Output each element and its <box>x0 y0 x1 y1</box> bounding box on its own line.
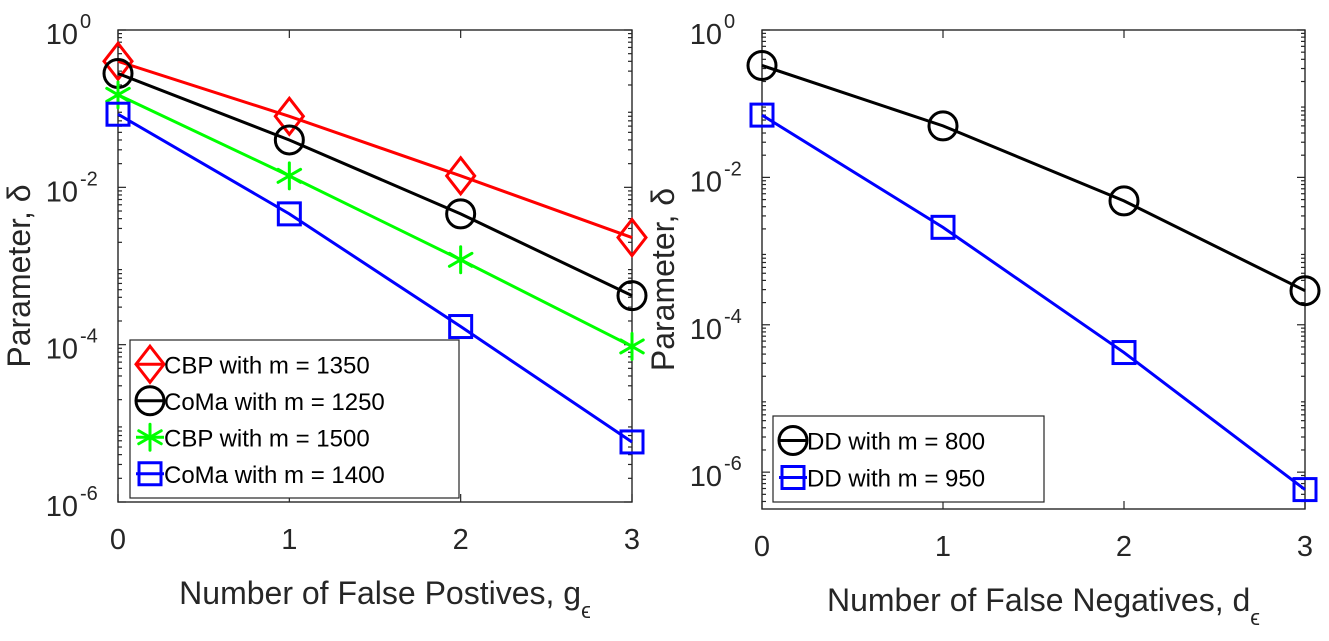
series-line <box>117 93 633 348</box>
legend-marker <box>777 425 809 456</box>
series-4 <box>105 101 645 455</box>
series-2 <box>749 102 1318 503</box>
y-tick-base: 10 <box>46 334 78 366</box>
y-tick-label: 10 <box>690 314 722 346</box>
y-tick-label: 10 <box>46 176 78 208</box>
legend-marker <box>780 465 806 490</box>
series-2 <box>102 57 648 312</box>
y-tick-exponent: -2 <box>724 158 742 180</box>
data-point <box>276 161 303 191</box>
y-tick-label: 10 <box>690 461 722 493</box>
legend-marker <box>134 385 166 417</box>
y-tick-exponent: -4 <box>80 326 98 348</box>
legend-label: CBP with m = 1350 <box>164 352 370 379</box>
series-3 <box>105 80 645 361</box>
y-tick-base: 10 <box>690 461 722 493</box>
y-tick-base: 10 <box>690 314 722 346</box>
x-tick-label: 2 <box>1116 531 1132 563</box>
data-point <box>616 280 648 312</box>
series-line <box>761 64 1306 293</box>
y-tick-exponent: 0 <box>724 11 735 33</box>
y-tick-base: 10 <box>690 166 722 198</box>
legend-label: DD with m = 950 <box>807 466 985 493</box>
y-tick-base: 10 <box>46 176 78 208</box>
series-line <box>117 112 633 444</box>
x-axis-label: Number of False Negatives, dϵ <box>827 582 1260 630</box>
data-point <box>105 101 131 127</box>
x-axis-label-text: Number of False Postives, g <box>179 575 581 611</box>
y-tick-label: 10 <box>46 19 78 51</box>
series-line <box>117 72 633 297</box>
data-point <box>273 95 306 137</box>
x-tick-label: 0 <box>754 531 770 563</box>
data-point <box>448 314 474 340</box>
y-axis-label: Parameter, δ <box>1 184 37 367</box>
legend-label: CoMa with m = 1400 <box>164 462 385 489</box>
x-tick-label: 1 <box>935 531 951 563</box>
data-point <box>1111 340 1137 366</box>
y-tick-exponent: -4 <box>724 306 742 328</box>
x-axis-label-text: Number of False Negatives, d <box>827 582 1250 618</box>
y-tick-base: 10 <box>690 19 722 51</box>
data-point <box>447 245 474 275</box>
data-point <box>445 198 477 230</box>
data-point <box>276 201 302 227</box>
data-point <box>1108 185 1140 217</box>
legend-marker <box>137 461 163 487</box>
data-point <box>749 102 775 128</box>
y-tick-label: 10 <box>690 166 722 198</box>
legend-box <box>772 415 1045 503</box>
data-point <box>1292 477 1318 503</box>
data-point <box>444 155 477 197</box>
x-tick-label: 0 <box>110 524 126 556</box>
x-axis-label: Number of False Postives, gϵ <box>179 575 591 623</box>
axes-frame <box>761 29 1306 510</box>
series-line <box>117 59 633 239</box>
x-tick-label: 1 <box>281 524 297 556</box>
legend-marker <box>137 422 163 452</box>
legend: CBP with m = 1350 CoMa with m = 1250 CBP w… <box>129 339 460 499</box>
legend-label: CoMa with m = 1250 <box>164 389 385 416</box>
series-1 <box>746 49 1321 307</box>
y-tick-label: 10 <box>46 334 78 366</box>
y-tick-label: 10 <box>46 491 78 523</box>
data-point <box>619 429 645 455</box>
data-point <box>746 49 778 81</box>
axes-frame <box>117 29 633 503</box>
legend-label: DD with m = 800 <box>807 429 985 456</box>
data-point <box>930 214 956 240</box>
legend-marker <box>134 343 166 385</box>
series-1 <box>102 40 648 258</box>
data-point <box>616 217 648 258</box>
x-tick-label: 2 <box>453 524 469 556</box>
data-point <box>619 331 645 361</box>
y-tick-label: 10 <box>690 19 722 51</box>
x-axis-label-subscript: ϵ <box>1250 605 1260 630</box>
y-tick-base: 10 <box>46 491 78 523</box>
data-point <box>927 110 959 142</box>
data-point <box>102 40 134 82</box>
x-tick-label: 3 <box>624 524 640 556</box>
y-tick-base: 10 <box>46 19 78 51</box>
legend-box <box>129 339 460 499</box>
data-point <box>1289 275 1321 307</box>
y-tick-exponent: -6 <box>724 453 742 475</box>
data-point <box>273 124 305 156</box>
y-axis-label: Parameter, δ <box>645 188 681 371</box>
x-tick-label: 3 <box>1297 531 1313 563</box>
legend: DD with m = 800 DD with m = 950 <box>772 415 1045 503</box>
series-line <box>761 113 1306 491</box>
legend-label: CBP with m = 1500 <box>164 425 370 452</box>
y-tick-exponent: -6 <box>80 483 98 505</box>
y-tick-exponent: 0 <box>80 11 91 33</box>
y-tick-exponent: -2 <box>80 168 98 190</box>
x-axis-label-subscript: ϵ <box>581 598 591 623</box>
